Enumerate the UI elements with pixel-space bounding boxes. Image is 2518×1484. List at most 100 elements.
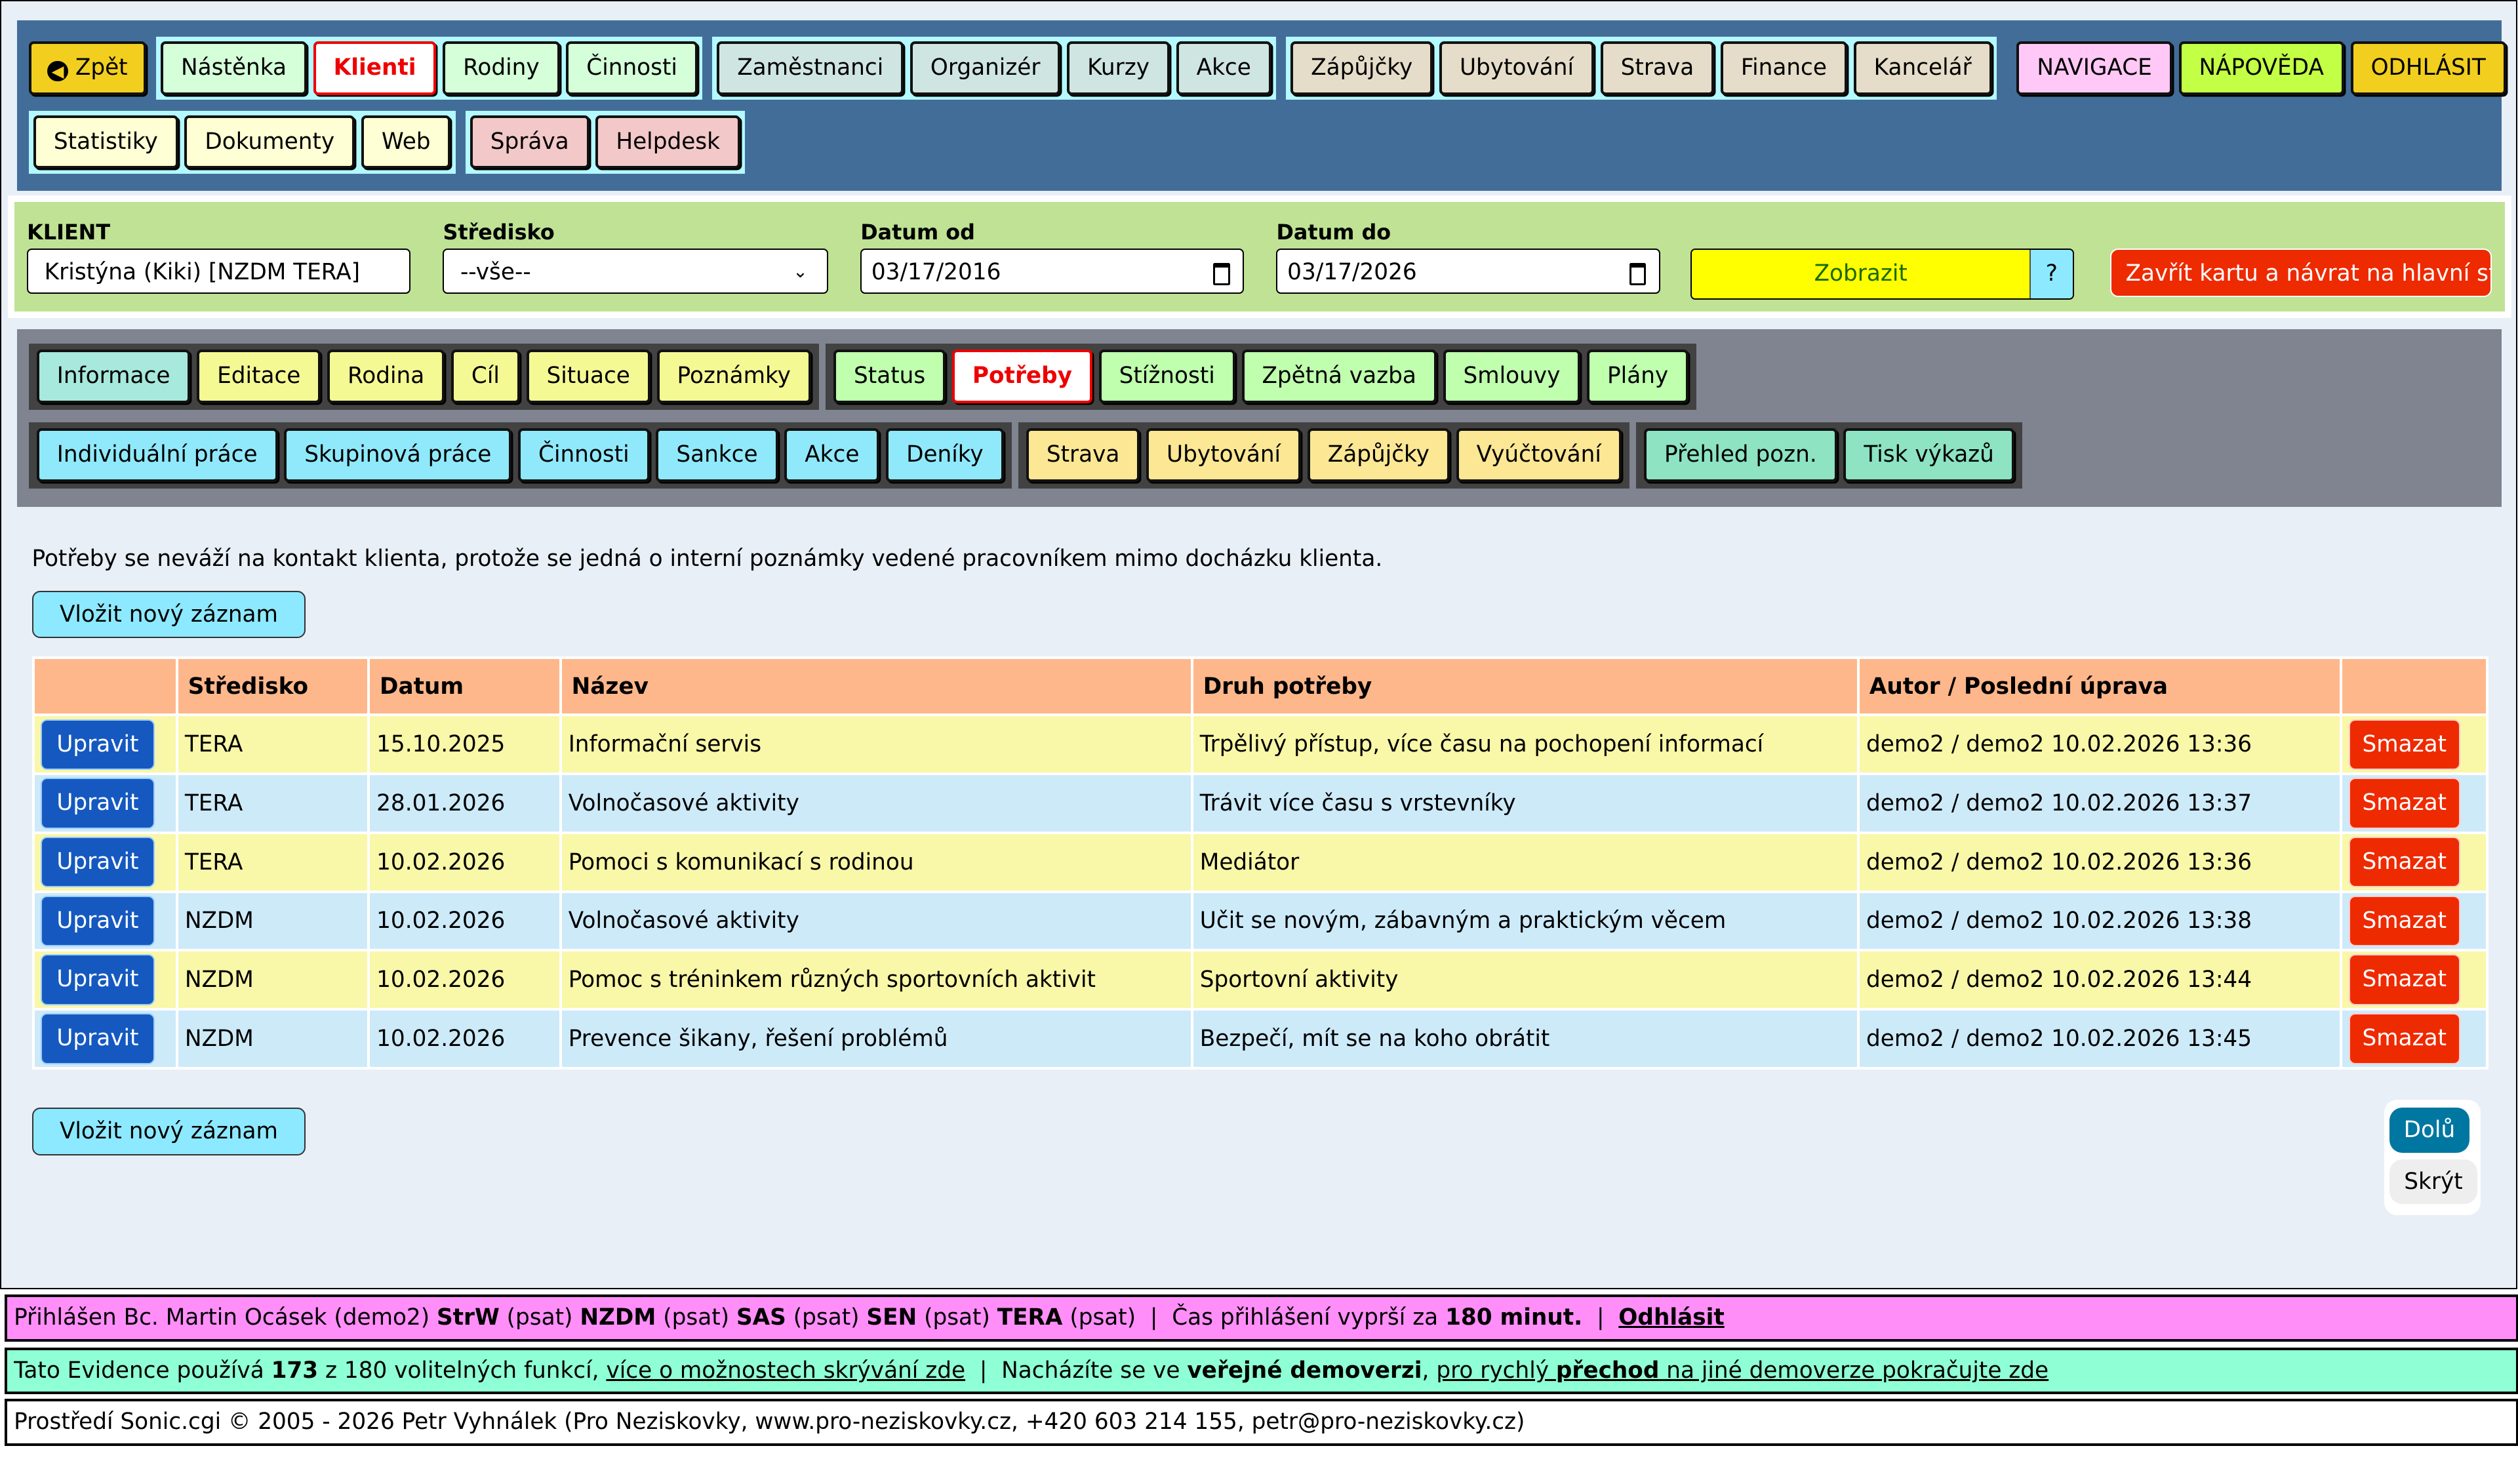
nav-organizer[interactable]: Organizér	[909, 41, 1061, 95]
tab-deniky[interactable]: Deníky	[886, 428, 1004, 482]
nav-odhlasit[interactable]: ODHLÁSIT	[2350, 41, 2506, 95]
chevron-down-icon: ⌄	[793, 262, 808, 283]
nav-strava[interactable]: Strava	[1600, 41, 1715, 95]
tab-zapujcky[interactable]: Zápůjčky	[1307, 428, 1450, 482]
table-row: Upravit NZDM 10.02.2026 Pomoc s tréninkem r…	[31, 949, 2489, 1011]
delete-button[interactable]: Smazat	[2348, 719, 2461, 771]
nav-kancelar[interactable]: Kancelář	[1853, 41, 1992, 95]
nav-navigace[interactable]: NAVIGACE	[2016, 41, 2172, 95]
nav-cinnosti[interactable]: Činnosti	[566, 41, 698, 95]
tab-vyuctovani[interactable]: Vyúčtování	[1456, 428, 1622, 482]
tab-status[interactable]: Status	[833, 350, 946, 403]
table-cell: 10.02.2026	[367, 949, 562, 1011]
tab-situace[interactable]: Situace	[526, 350, 650, 403]
nav-ubytovani[interactable]: Ubytování	[1439, 41, 1594, 95]
tab-zpetna-vazba[interactable]: Zpětná vazba	[1241, 350, 1437, 403]
table-cell: demo2 / demo2 10.02.2026 13:38	[1857, 890, 2342, 952]
tab-plany[interactable]: Plány	[1587, 350, 1689, 403]
table-row: Upravit TERA 28.01.2026 Volnočasové aktivit…	[31, 772, 2489, 834]
table-cell: TERA	[176, 772, 370, 834]
nav-rodiny[interactable]: Rodiny	[443, 41, 560, 95]
center-select[interactable]: --vše-- ⌄	[443, 249, 829, 294]
tab-informace[interactable]: Informace	[36, 350, 191, 403]
tab-potreby[interactable]: Potřeby	[951, 350, 1092, 403]
add-record-button-bottom[interactable]: Vložit nový záznam	[31, 1108, 306, 1155]
nav-group-right: NAVIGACE NÁPOVĚDA ODHLÁSIT	[2016, 41, 2506, 95]
table-cell: Volnočasové aktivity	[559, 772, 1194, 834]
show-button[interactable]: Zobrazit	[1692, 250, 2030, 298]
date-from-field[interactable]: 03/17/2016	[860, 249, 1245, 294]
edit-button[interactable]: Upravit	[41, 778, 155, 829]
tab-sankce[interactable]: Sankce	[656, 428, 778, 482]
client-field[interactable]: Kristýna (Kiki) [NZDM TERA]	[27, 249, 411, 294]
table-cell: demo2 / demo2 10.02.2026 13:36	[1857, 713, 2342, 776]
credits-bar: Prostředí Sonic.cgi © 2005 - 2026 Petr V…	[5, 1399, 2518, 1446]
tab-group-reports: Přehled pozn. Tisk výkazů	[1635, 422, 2023, 489]
table-cell: NZDM	[176, 1007, 370, 1070]
edit-button[interactable]: Upravit	[41, 954, 155, 1005]
back-button[interactable]: ◀ Zpět	[28, 41, 147, 95]
tab-cil[interactable]: Cíl	[450, 350, 520, 403]
help-button[interactable]: ?	[2029, 250, 2073, 298]
tab-smlouvy[interactable]: Smlouvy	[1443, 350, 1581, 403]
client-tabs: Informace Editace Rodina Cíl Situace Poznámky…	[17, 329, 2502, 508]
tab-ubytovani[interactable]: Ubytování	[1146, 428, 1302, 482]
tab-akce[interactable]: Akce	[784, 428, 880, 482]
tab-stiznosti[interactable]: Stížnosti	[1098, 350, 1235, 403]
hide-button[interactable]: Skrýt	[2389, 1159, 2478, 1205]
website-link[interactable]: www.pro-neziskovky.cz	[755, 1409, 1012, 1435]
column-header: Datum	[367, 656, 562, 717]
demo-switch-link[interactable]: pro rychlý přechod na jiné demoverze pok…	[1436, 1357, 2049, 1384]
nav-finance[interactable]: Finance	[1720, 41, 1847, 95]
tab-cinnosti[interactable]: Činnosti	[518, 428, 650, 482]
table-cell: 10.02.2026	[367, 1007, 562, 1070]
tab-editace[interactable]: Editace	[197, 350, 321, 403]
sonic-link[interactable]: Sonic.cgi	[120, 1409, 222, 1435]
nav-group-staff: Zaměstnanci Organizér Kurzy Akce	[711, 36, 1277, 100]
nav-helpdesk[interactable]: Helpdesk	[595, 115, 740, 169]
tab-tisk-vykazu[interactable]: Tisk výkazů	[1843, 428, 2014, 482]
edit-button[interactable]: Upravit	[41, 719, 155, 771]
login-bar: Přihlášen Bc. Martin Ocásek (demo2) StrW…	[5, 1294, 2518, 1342]
nav-sprava[interactable]: Správa	[470, 115, 590, 169]
nav-zapujcky[interactable]: Zápůjčky	[1290, 41, 1433, 95]
nav-statistiky[interactable]: Statistiky	[33, 115, 178, 169]
calendar-icon[interactable]	[1213, 262, 1230, 286]
add-record-button[interactable]: Vložit nový záznam	[31, 590, 306, 639]
tab-skupinova-prace[interactable]: Skupinová práce	[284, 428, 512, 482]
edit-button[interactable]: Upravit	[41, 836, 155, 888]
delete-button[interactable]: Smazat	[2348, 954, 2461, 1005]
logout-link[interactable]: Odhlásit	[1618, 1304, 1725, 1331]
nav-nastenka[interactable]: Nástěnka	[161, 41, 307, 95]
tab-individualni-prace[interactable]: Individuální práce	[36, 428, 278, 482]
delete-button[interactable]: Smazat	[2348, 836, 2461, 888]
arrow-left-icon: ◀	[47, 60, 68, 82]
nav-web[interactable]: Web	[361, 115, 451, 169]
email-link[interactable]: petr@pro-neziskovky.cz	[1251, 1409, 1517, 1435]
table-cell: Pomoc s tréninkem různých sportovních ak…	[559, 949, 1194, 1011]
column-header: Středisko	[176, 656, 370, 717]
tab-rodina[interactable]: Rodina	[327, 350, 445, 403]
hiding-info-link[interactable]: více o možnostech skrývání zde	[606, 1357, 966, 1384]
edit-button[interactable]: Upravit	[41, 895, 155, 947]
filter-panel: KLIENT Kristýna (Kiki) [NZDM TERA] Střed…	[14, 202, 2505, 311]
table-cell: demo2 / demo2 10.02.2026 13:45	[1857, 1007, 2342, 1070]
calendar-icon[interactable]	[1629, 262, 1647, 286]
delete-button[interactable]: Smazat	[2348, 1013, 2461, 1064]
edit-button[interactable]: Upravit	[41, 1013, 155, 1064]
delete-button[interactable]: Smazat	[2348, 895, 2461, 947]
nav-akce[interactable]: Akce	[1176, 41, 1271, 95]
date-to-field[interactable]: 03/17/2026	[1276, 249, 1660, 294]
tab-strava[interactable]: Strava	[1026, 428, 1140, 482]
move-down-button[interactable]: Dolů	[2389, 1108, 2470, 1153]
nav-zamestnanci[interactable]: Zaměstnanci	[717, 41, 904, 95]
tab-prehled-pozn[interactable]: Přehled pozn.	[1644, 428, 1837, 482]
tab-poznamky[interactable]: Poznámky	[656, 350, 811, 403]
close-card-button[interactable]: Zavřít kartu a návrat na hlavní stra	[2109, 249, 2492, 297]
delete-button[interactable]: Smazat	[2348, 778, 2461, 829]
nav-kurzy[interactable]: Kurzy	[1067, 41, 1170, 95]
nav-napoveda[interactable]: NÁPOVĚDA	[2178, 41, 2344, 95]
nav-dokumenty[interactable]: Dokumenty	[184, 115, 355, 169]
nav-klienti[interactable]: Klienti	[313, 41, 437, 95]
table-cell: demo2 / demo2 10.02.2026 13:44	[1857, 949, 2342, 1011]
